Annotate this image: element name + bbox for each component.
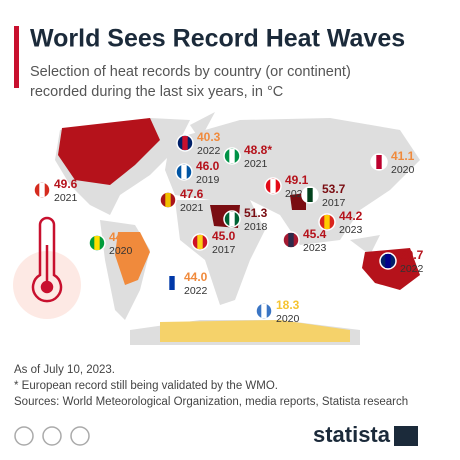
record-value: 51.3 (244, 206, 268, 220)
flag-stripe (197, 235, 203, 249)
record-year: 2017 (322, 197, 346, 209)
flag-stripe (376, 155, 382, 169)
record-year: 2017 (212, 244, 236, 256)
record-year: 2020 (391, 164, 415, 176)
license-icons (14, 426, 90, 446)
record-year: 2022 (400, 263, 424, 275)
record-value: 48.8* (244, 143, 272, 157)
flag-stripe (181, 165, 187, 179)
flag-stripe (270, 179, 276, 193)
title: World Sees Record Heat Waves (30, 25, 405, 53)
record-year: 2021 (244, 158, 268, 170)
flag-stripe (229, 212, 235, 226)
record-value: 40.3 (197, 130, 221, 144)
brand: statista (313, 422, 391, 447)
flag-stripe (229, 149, 235, 163)
record-value: 18.3 (276, 298, 300, 312)
record-year: 2023 (303, 242, 327, 254)
flag-stripe (261, 304, 267, 318)
note: * European record still being validated … (14, 380, 278, 392)
record-year: 2022 (197, 145, 221, 157)
record-value: 45.0 (212, 229, 236, 243)
accent-bar (14, 26, 19, 88)
record-year: 2019 (196, 174, 220, 186)
note: Sources: World Meteorological Organizati… (14, 396, 408, 408)
record-value: 41.1 (391, 149, 415, 163)
subtitle: recorded during the last six years, in °… (30, 84, 283, 100)
record-year: 2021 (54, 192, 78, 204)
record-value: 45.4 (303, 227, 327, 241)
record-year: 2023 (339, 224, 363, 236)
flag-stripe (307, 188, 313, 202)
record-year: 2018 (244, 221, 268, 233)
flag-stripe (385, 254, 391, 268)
record-year: 2022 (184, 285, 208, 297)
flag-stripe (324, 215, 330, 229)
flag-stripe (94, 236, 100, 250)
record-year: 2020 (276, 313, 300, 325)
record-value: 44.0 (184, 270, 208, 284)
flag-stripe (39, 183, 45, 197)
flag-stripe (182, 136, 188, 150)
record-value: 49.1 (285, 173, 309, 187)
thermometer-icon (13, 216, 81, 319)
record-value: 47.6 (180, 187, 204, 201)
subtitle: Selection of heat records by country (or… (30, 64, 351, 80)
record-value: 53.7 (322, 182, 346, 196)
record-value: 49.6 (54, 177, 78, 191)
note: As of July 10, 2023. (14, 364, 115, 376)
brand-logo (394, 426, 418, 446)
flag-stripe (169, 276, 175, 290)
record-year: 2020 (109, 245, 133, 257)
record-value: 44.2 (339, 209, 363, 223)
record-year: 2021 (180, 202, 204, 214)
record-value: 46.0 (196, 159, 220, 173)
record-value: 50.7 (400, 248, 424, 262)
flag-stripe (165, 193, 171, 207)
record-value: 44.8 (109, 230, 133, 244)
world-map (55, 112, 420, 345)
flag-stripe (288, 233, 294, 247)
